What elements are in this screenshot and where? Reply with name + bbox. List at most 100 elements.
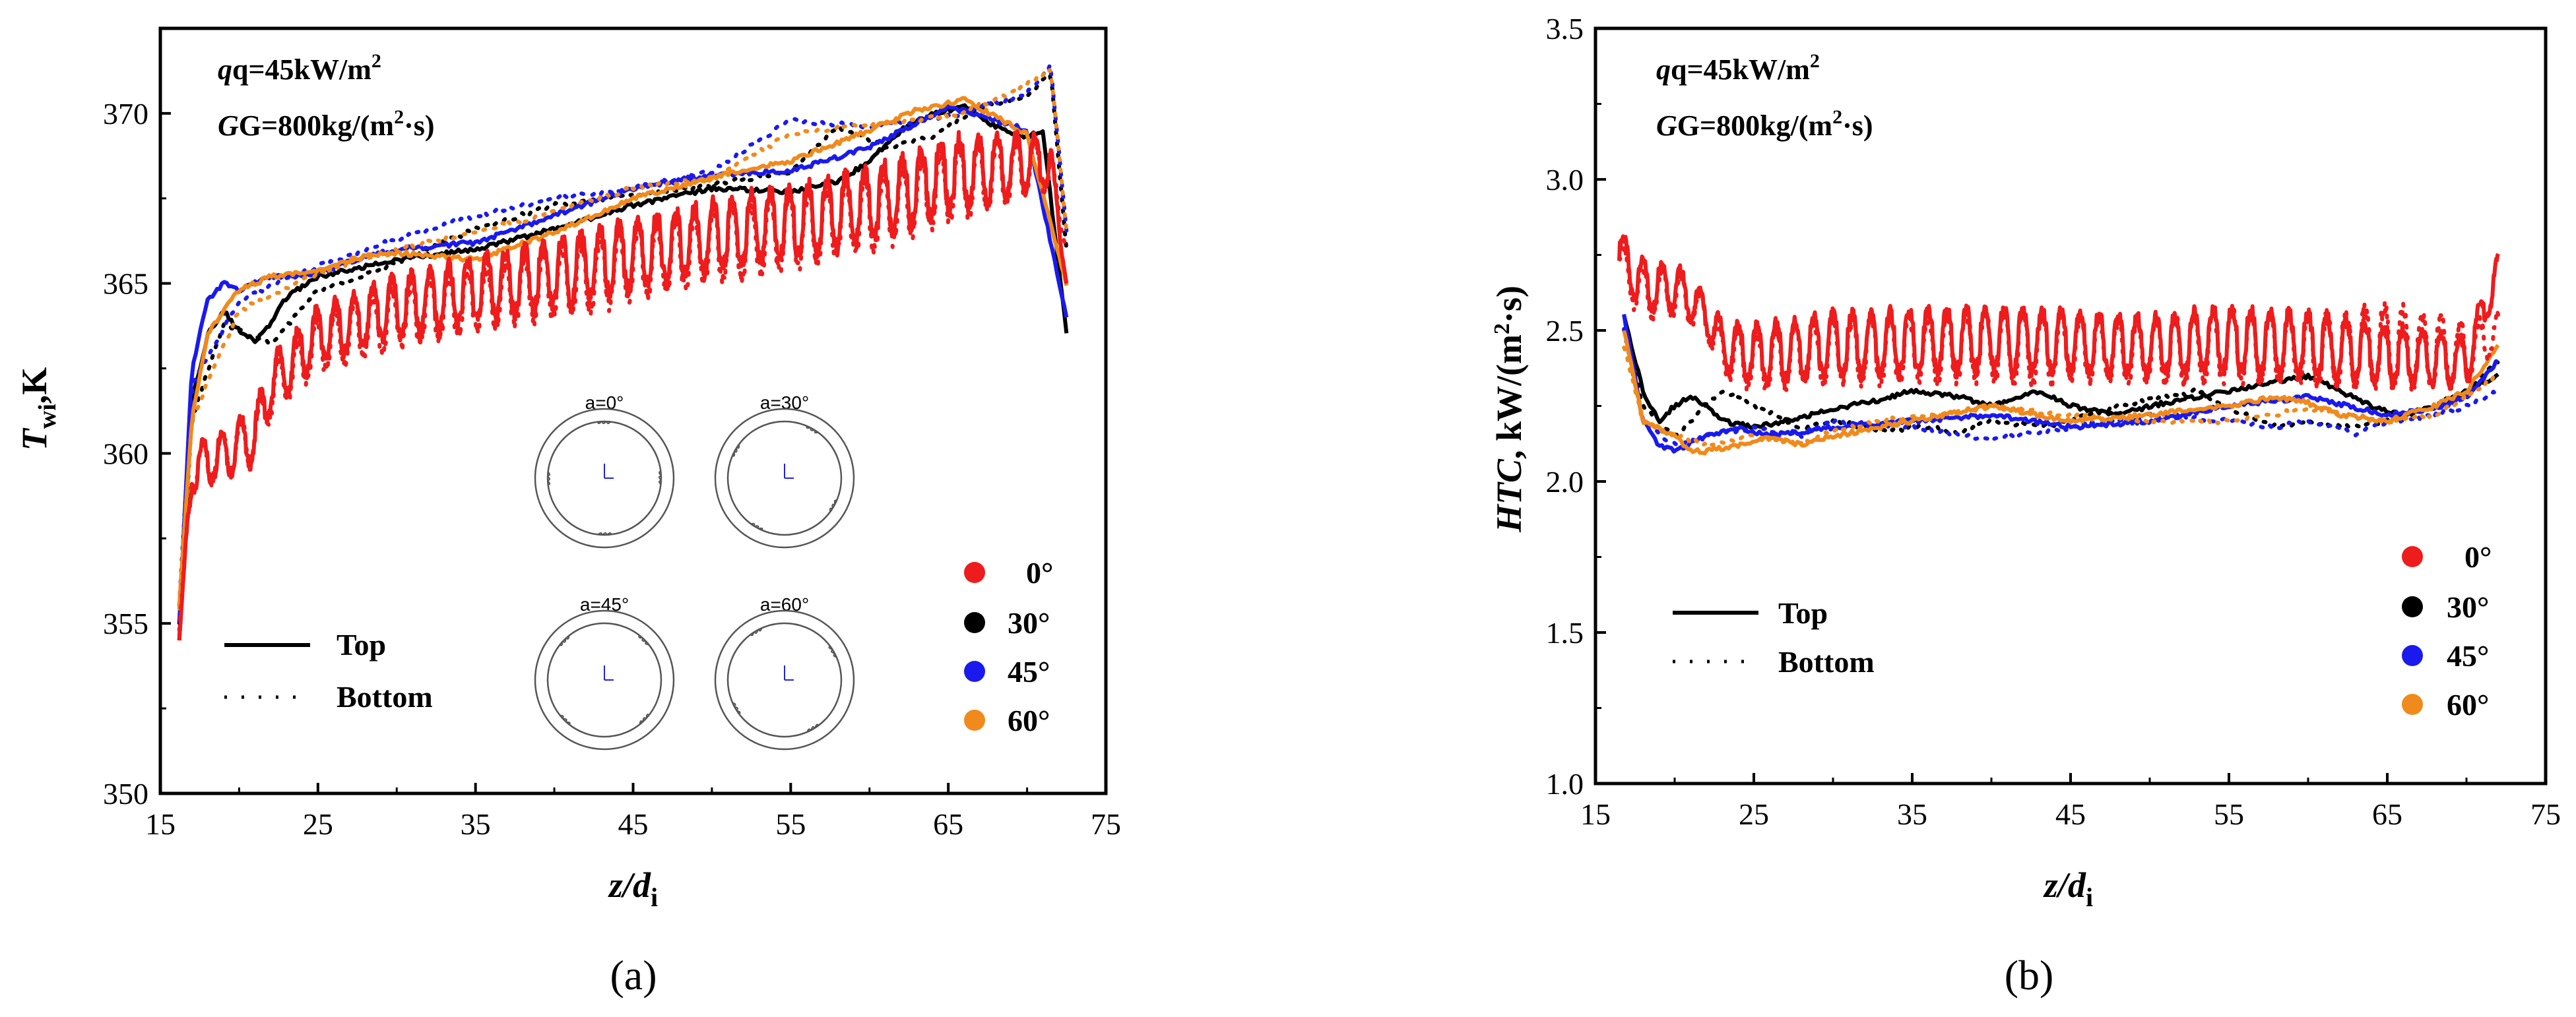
legend-label-45deg-a: 45° <box>1008 655 1050 689</box>
legend-bottom-label-b: Bottom <box>1778 645 1875 679</box>
series-b-30deg-top <box>1622 315 2499 430</box>
tube-fin <box>547 471 550 476</box>
legend-top-label-a: Top <box>337 628 386 662</box>
y-axis-title-a: Twi,K <box>15 367 61 451</box>
legend-marker-45deg-a <box>964 661 985 682</box>
legend-label-60deg-b: 60° <box>2447 688 2489 722</box>
tube-fin <box>806 728 812 733</box>
x-axis-title-a: z/di <box>608 865 658 912</box>
angle-legend-a: 0° 30° 45° 60° <box>964 556 1053 737</box>
series-a-0deg-top <box>177 129 1069 641</box>
annotation-heat-flux-b: qq=45kW/m2 <box>1656 50 1820 86</box>
chart-panel-a: 15 25 35 45 55 65 75 350 355 360 365 370 z/di Twi,K… <box>15 26 1121 999</box>
legend-marker-0deg-b <box>2402 546 2423 567</box>
inset-label-45deg: a=45° <box>580 594 629 615</box>
y-tick-label-b-3: 3.0 <box>1546 163 1584 197</box>
legend-marker-45deg-b <box>2402 645 2423 666</box>
tube-fin <box>750 522 756 526</box>
series-b-45deg-top <box>1622 314 2499 454</box>
tube-fin <box>758 527 763 531</box>
tube-fin <box>831 503 835 508</box>
tube-fin <box>659 480 662 485</box>
x-tick-label-a-65: 65 <box>933 807 963 841</box>
series-a-60deg-top <box>177 96 1069 607</box>
tube-fin <box>547 480 550 485</box>
tube-fin <box>562 638 567 643</box>
tube-fin <box>602 421 607 424</box>
tube-fin <box>566 721 571 725</box>
x-tick-label-b-35: 35 <box>1897 797 1927 831</box>
tube-fin <box>806 425 811 429</box>
legend-marker-60deg-b <box>2402 694 2423 715</box>
tube-inset-0deg: a=0° <box>534 392 675 549</box>
tube-inset-45deg: a=45° <box>534 594 675 751</box>
tube-fin <box>810 427 815 431</box>
tube-fin <box>565 635 570 640</box>
tube-fin <box>642 717 647 722</box>
tube-fin <box>736 444 740 449</box>
series-b-0deg-top <box>1617 234 2500 391</box>
tube-fin <box>597 421 602 424</box>
tube-fin <box>750 632 755 636</box>
tube-fin <box>828 645 833 650</box>
tube-fin <box>559 642 564 646</box>
legend-label-45deg-b: 45° <box>2447 639 2489 673</box>
series-b-60deg-bottom <box>1622 346 2500 448</box>
axis-ticks-b: 15 25 35 45 55 65 75 1.0 1.5 2.0 2.5 3.0 3.5 <box>1546 12 2561 831</box>
series-a-60deg-bottom <box>177 68 1069 611</box>
y-tick-label-b-2: 2.0 <box>1546 465 1584 499</box>
plot-frame-a <box>158 26 1108 795</box>
legend-bottom-label-a: Bottom <box>337 680 433 714</box>
tube-fin <box>814 430 819 434</box>
x-tick-label-a-35: 35 <box>461 807 491 841</box>
tube-fin <box>547 476 550 481</box>
tube-fin <box>829 507 833 512</box>
tube-fin <box>645 714 650 718</box>
tube-fin <box>645 641 649 646</box>
legend-marker-30deg-a <box>964 612 985 633</box>
legend-label-0deg-b: 0° <box>2464 540 2492 574</box>
style-legend-a: Top Bottom <box>224 628 433 714</box>
legend-top-label-b: Top <box>1778 596 1828 630</box>
x-tick-label-b-55: 55 <box>2214 797 2244 831</box>
y-tick-label-a-370: 370 <box>103 97 148 131</box>
tube-fin <box>597 532 602 536</box>
x-tick-label-a-15: 15 <box>145 807 176 841</box>
legend-label-60deg-a: 60° <box>1008 704 1050 737</box>
tube-fin <box>734 706 738 711</box>
chart-panel-b: 15 25 35 45 55 65 75 1.0 1.5 2.0 2.5 3.0 3.5 z/di HT… <box>1489 12 2561 999</box>
angle-legend-b: 0° 30° 45° 60° <box>2402 540 2492 722</box>
x-tick-label-a-55: 55 <box>775 807 806 841</box>
series-a-45deg-bottom <box>177 63 1069 607</box>
tube-fin <box>641 638 646 642</box>
y-tick-label-b-1: 1.0 <box>1546 767 1584 801</box>
tube-fin <box>754 629 759 634</box>
x-tick-label-b-25: 25 <box>1739 797 1769 831</box>
legend-marker-0deg-a <box>964 562 985 583</box>
x-tick-label-b-75: 75 <box>2530 797 2561 831</box>
tube-fin <box>736 710 741 715</box>
y-tick-label-a-350: 350 <box>103 777 148 811</box>
tube-fin <box>754 525 759 529</box>
tube-fin <box>638 634 643 639</box>
caption-a: (a) <box>610 952 657 999</box>
annotation-mass-flux-a: GG=800kg/(m2·s) <box>218 106 435 142</box>
tube-fin <box>734 448 738 453</box>
annotation-heat-flux-a: qq=45kW/m2 <box>218 50 381 86</box>
inset-label-30deg: a=30° <box>760 392 809 413</box>
annotation-mass-flux-b: GG=800kg/(m2·s) <box>1656 106 1873 142</box>
tube-fin <box>814 724 820 728</box>
legend-marker-30deg-b <box>2402 596 2423 617</box>
tube-fin <box>757 627 763 632</box>
x-tick-label-a-75: 75 <box>1091 807 1121 841</box>
tube-inset-60deg: a=60° <box>714 594 855 751</box>
tube-fin <box>560 714 564 719</box>
tube-fin <box>606 532 612 536</box>
caption-b: (b) <box>2005 952 2054 999</box>
legend-label-30deg-a: 30° <box>1008 606 1050 640</box>
y-tick-label-b-2.5: 2.5 <box>1546 314 1584 348</box>
y-tick-label-b-3.5: 3.5 <box>1546 12 1584 46</box>
x-tick-label-a-25: 25 <box>303 807 333 841</box>
inset-label-60deg: a=60° <box>760 594 809 615</box>
